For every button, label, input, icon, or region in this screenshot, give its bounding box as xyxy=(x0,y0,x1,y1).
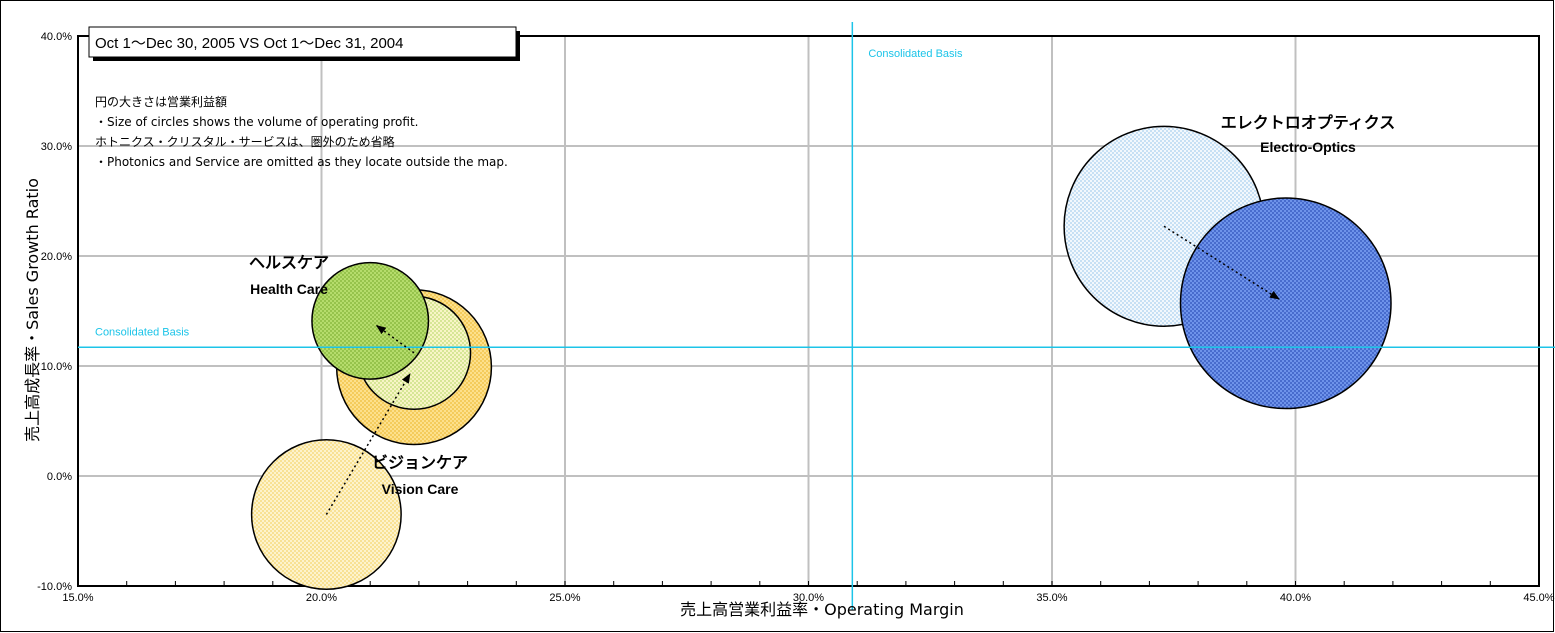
series-labels: エレクトロオプティクス Electro-Optics ヘルスケア Health Car… xyxy=(249,113,1395,497)
y-tick-label: 0.0% xyxy=(47,471,72,483)
x-axis-title: 売上高営業利益率・Operating Margin xyxy=(680,600,964,619)
x-tick-label: 20.0% xyxy=(306,592,337,604)
x-tick-labels: 15.0% 20.0% 25.0% 30.0% 35.0% 40.0% 45.0% xyxy=(62,592,1554,604)
note-en-size: ・Size of circles shows the volume of ope… xyxy=(95,115,418,129)
x-tick-label: 15.0% xyxy=(62,592,93,604)
series-label-jp-health-care: ヘルスケア xyxy=(249,253,329,272)
bubbles xyxy=(250,125,1392,591)
y-tick-label: 30.0% xyxy=(41,141,72,153)
arrow-vision-care xyxy=(325,373,411,515)
note-jp-size: 円の大きさは営業利益額 xyxy=(95,95,227,109)
bubble-electro-optics-2005 xyxy=(1179,197,1392,410)
y-tick-labels: -10.0% 0.0% 10.0% 20.0% 30.0% 40.0% xyxy=(37,31,72,593)
x-tick-label: 40.0% xyxy=(1280,592,1311,604)
chart-title: Oct 1～Dec 30, 2005 VS Oct 1～Dec 31, 2004 xyxy=(95,35,404,52)
bubble-health-care-2005 xyxy=(311,261,430,380)
y-tick-label: 20.0% xyxy=(41,251,72,263)
series-label-jp-vision-care: ビジョンケア xyxy=(372,453,468,472)
x-tick-label: 45.0% xyxy=(1523,592,1554,604)
series-label-en-vision-care: Vision Care xyxy=(382,481,459,497)
note-en-omitted: ・Photonics and Service are omitted as th… xyxy=(95,155,508,169)
y-tick-label: -10.0% xyxy=(37,581,72,593)
annotation-notes: 円の大きさは営業利益額 ・Size of circles shows the v… xyxy=(95,95,508,169)
consolidated-basis-label: Consolidated Basis xyxy=(868,48,963,60)
consolidated-basis-label: Consolidated Basis xyxy=(95,326,190,338)
chart-title-box: Oct 1～Dec 30, 2005 VS Oct 1～Dec 31, 2004 xyxy=(88,26,520,61)
y-axis-title: 売上高成長率・Sales Growth Ratio xyxy=(23,178,42,442)
consolidated-basis-lines: Consolidated Basis Consolidated Basis xyxy=(78,22,1555,610)
note-jp-omitted: ホトニクス・クリスタル・サービスは、圏外のため省略 xyxy=(95,134,395,149)
x-tick-label: 35.0% xyxy=(1036,592,1067,604)
x-tick-label: 25.0% xyxy=(549,592,580,604)
y-tick-label: 10.0% xyxy=(41,361,72,373)
minor-ticks xyxy=(126,581,1491,586)
y-tick-label: 40.0% xyxy=(41,31,72,43)
x-tick-label: 30.0% xyxy=(793,592,824,604)
series-label-en-health-care: Health Care xyxy=(250,281,328,297)
series-label-jp-electro-optics: エレクトロオプティクス xyxy=(1221,113,1396,132)
series-label-en-electro-optics: Electro-Optics xyxy=(1260,139,1356,155)
trend-arrows xyxy=(325,225,1280,515)
